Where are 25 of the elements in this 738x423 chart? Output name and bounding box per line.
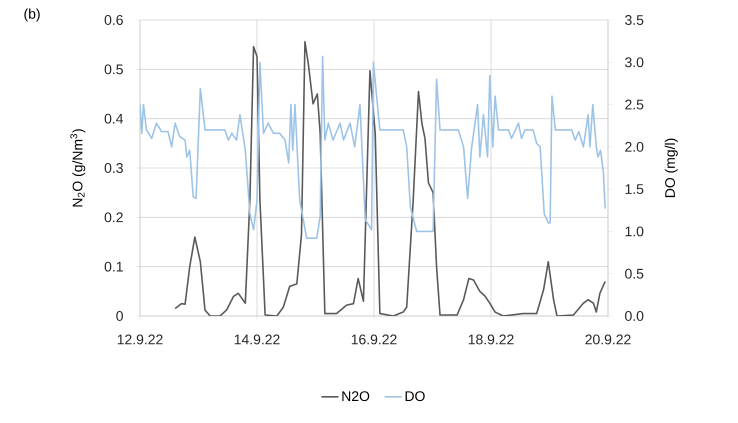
x-tick-label: 16.9.22 (352, 334, 397, 344)
y2-tick-label: 2.5 (625, 100, 644, 110)
x-tick-label: 18.9.22 (468, 334, 514, 344)
legend-label: N2O (342, 391, 370, 402)
y2-tick-label: 0.5 (625, 268, 644, 279)
y2-axis-title: DO (mg/l) (664, 138, 678, 198)
y-tick-label: 0.5 (104, 64, 123, 74)
x-tick-label: 20.9.22 (585, 334, 631, 344)
y-tick-label: 0.3 (104, 163, 123, 173)
y2-tick-label: 0.0 (625, 311, 644, 321)
y-tick-label: 0.4 (104, 114, 124, 124)
y-axis-title: N$_{2}$O (g/Nm$^{3}$) (70, 129, 86, 206)
chart-title: (b) (24, 8, 40, 22)
y2-tick-label: 1.5 (626, 184, 644, 194)
y-tick-label: 0.1 (104, 262, 123, 272)
legend-label: DO (406, 391, 425, 402)
y2-tick-label: 3.0 (625, 57, 644, 68)
y2-tick-label: 2.0 (625, 142, 644, 152)
y-tick-label: 0.6 (104, 15, 123, 25)
x-tick-label: 14.9.22 (234, 334, 280, 344)
y-tick-label: 0 (116, 311, 123, 321)
y2-tick-label: 1.0 (626, 226, 644, 236)
x-tick-label: 12.9.22 (118, 334, 163, 344)
y-tick-label: 0.2 (104, 212, 123, 222)
y2-tick-label: 3.5 (625, 15, 644, 25)
